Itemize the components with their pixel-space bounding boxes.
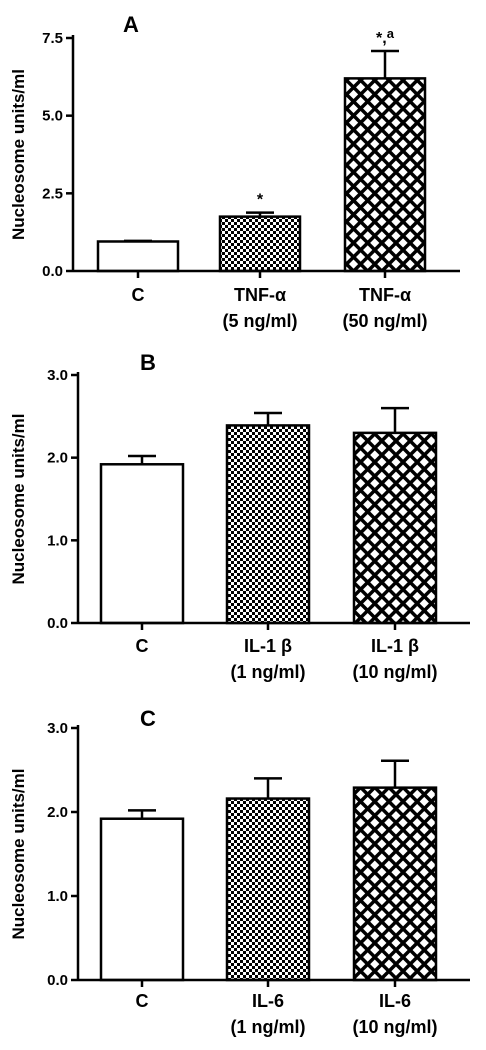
bar-3 [352, 431, 438, 625]
y-axis-label: Nucleosome units/ml [9, 769, 28, 940]
panel-letter: C [140, 706, 156, 731]
x-tick-label-dose: (5 ng/ml) [223, 311, 298, 331]
x-tick-label-dose: (10 ng/ml) [352, 662, 437, 682]
error-bar-3 [381, 406, 409, 433]
error-bar-2 [254, 411, 282, 426]
x-tick-label: C [132, 285, 145, 305]
x-tick-label: IL-1 β [371, 636, 419, 656]
bar-2 [225, 424, 311, 625]
bar-2 [225, 797, 311, 982]
y-tick-label: 2.0 [47, 450, 68, 467]
x-tick-label: C [136, 991, 149, 1011]
y-tick-label: 2.0 [47, 804, 68, 821]
y-tick-label: 3.0 [47, 720, 68, 737]
y-tick-label: 0.0 [42, 263, 63, 280]
error-bar-2 [254, 777, 282, 799]
chart-panel-c: 0.0 1.0 2.0 3.0 C IL-6 (1 ng/ml) IL-6 (10 ng/ml)… [9, 706, 470, 1037]
significance-marker: * [257, 192, 264, 209]
chart-panel-a: * *,a 0.0 2.5 5.0 7.5 C TNF-α (5 ng/ml) TNF-α (50 … [9, 12, 460, 331]
y-tick-label: 3.0 [47, 367, 68, 384]
x-tick-label: TNF-α [234, 285, 286, 305]
error-bar-2 [246, 211, 274, 217]
x-tick-label-dose: (1 ng/ml) [231, 662, 306, 682]
y-axis-label: Nucleosome units/ml [9, 69, 28, 240]
y-tick-label: 0.0 [47, 615, 68, 632]
x-tick-label-dose: (1 ng/ml) [231, 1017, 306, 1037]
chart-panel-b: 0.0 1.0 2.0 3.0 C IL-1 β (1 ng/ml) IL-1 β (10 ng… [9, 350, 470, 682]
error-bar-3 [371, 49, 399, 79]
bar-1 [99, 817, 185, 982]
y-tick-label: 1.0 [47, 888, 68, 905]
x-tick-label: IL-6 [252, 991, 284, 1011]
error-bar-1 [128, 454, 156, 465]
y-tick-label: 1.0 [47, 532, 68, 549]
y-tick-label: 7.5 [42, 30, 63, 47]
x-tick-label: C [136, 636, 149, 656]
error-bar-1 [124, 239, 152, 243]
panel-letter: B [140, 350, 156, 375]
error-bar-3 [381, 759, 409, 788]
bar-3 [343, 77, 427, 273]
bar-3 [352, 786, 438, 982]
y-tick-label: 5.0 [42, 108, 63, 125]
bar-1 [96, 240, 180, 273]
y-tick-label: 0.0 [47, 972, 68, 989]
y-tick-label: 2.5 [42, 185, 63, 202]
x-tick-label: IL-1 β [244, 636, 292, 656]
x-tick-label-dose: (50 ng/ml) [342, 311, 427, 331]
error-bar-1 [128, 809, 156, 819]
x-tick-label: TNF-α [359, 285, 411, 305]
panel-letter: A [123, 12, 139, 37]
bar-1 [99, 463, 185, 625]
bar-2 [218, 215, 302, 273]
x-tick-label-dose: (10 ng/ml) [352, 1017, 437, 1037]
y-axis-label: Nucleosome units/ml [9, 414, 28, 585]
x-tick-label: IL-6 [379, 991, 411, 1011]
significance-marker: *,a [376, 26, 395, 47]
